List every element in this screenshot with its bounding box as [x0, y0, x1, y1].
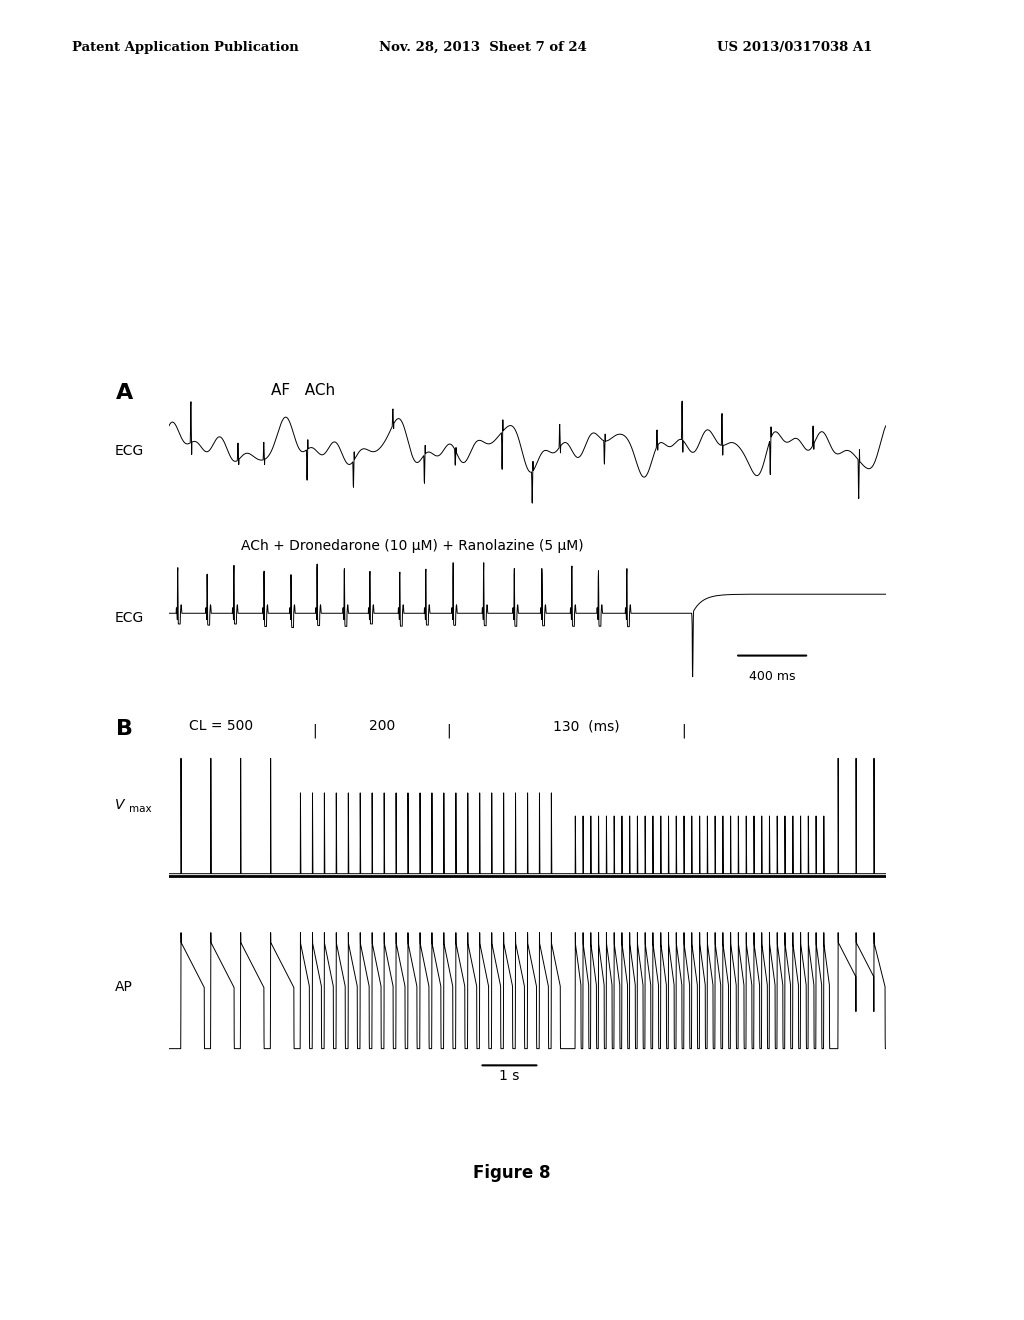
Text: Nov. 28, 2013  Sheet 7 of 24: Nov. 28, 2013 Sheet 7 of 24 — [379, 41, 587, 54]
Text: Figure 8: Figure 8 — [473, 1164, 551, 1183]
Text: V: V — [115, 799, 124, 812]
Text: 200: 200 — [369, 719, 395, 734]
Text: max: max — [129, 804, 152, 814]
Text: |: | — [681, 723, 686, 738]
Text: 1 s: 1 s — [500, 1069, 519, 1082]
Text: A: A — [116, 383, 133, 403]
Text: US 2013/0317038 A1: US 2013/0317038 A1 — [717, 41, 872, 54]
Text: B: B — [116, 719, 133, 739]
Text: |: | — [312, 723, 317, 738]
Text: CL = 500: CL = 500 — [189, 719, 254, 734]
Text: Patent Application Publication: Patent Application Publication — [72, 41, 298, 54]
Text: AF   ACh: AF ACh — [271, 383, 336, 397]
Text: 400 ms: 400 ms — [749, 671, 796, 684]
Text: AP: AP — [115, 981, 132, 994]
Text: |: | — [446, 723, 452, 738]
Text: ACh + Dronedarone (10 μM) + Ranolazine (5 μM): ACh + Dronedarone (10 μM) + Ranolazine (… — [241, 539, 584, 553]
Text: ECG: ECG — [115, 445, 144, 458]
Text: ECG: ECG — [115, 611, 144, 624]
Text: 130  (ms): 130 (ms) — [553, 719, 620, 734]
